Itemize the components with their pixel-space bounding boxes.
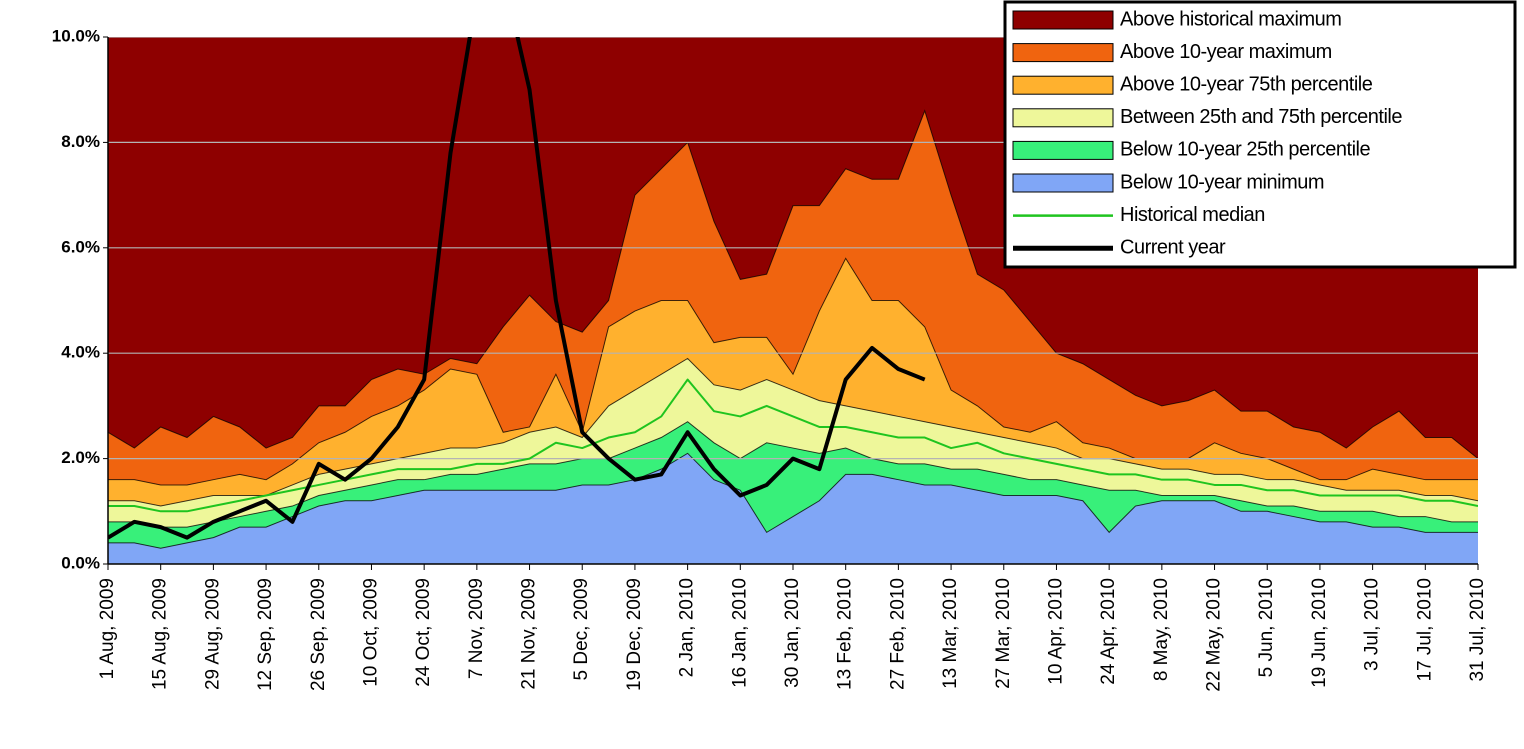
y-tick-label: 10.0% bbox=[52, 26, 100, 45]
legend: Above historical maximum Above 10-year ma… bbox=[1003, 0, 1517, 269]
band-edge bbox=[108, 357, 1478, 507]
legend-swatch bbox=[1012, 75, 1114, 95]
y-tick-label: 6.0% bbox=[61, 237, 100, 256]
band-edge bbox=[108, 257, 1478, 486]
area-band bbox=[108, 453, 1478, 564]
x-tick-label: 24 Apr, 2010 bbox=[1098, 578, 1119, 685]
x-tick-label: 5 Dec, 2009 bbox=[571, 578, 592, 680]
x-tick-label: 2 Jan, 2010 bbox=[677, 578, 698, 677]
x-tick-label: 19 Jun, 2010 bbox=[1309, 578, 1330, 688]
x-tick-label: 5 Jun, 2010 bbox=[1256, 578, 1277, 677]
x-tick-label: 13 Feb, 2010 bbox=[835, 578, 856, 690]
legend-label: Historical median bbox=[1120, 204, 1265, 226]
band-edge bbox=[108, 109, 1478, 459]
x-tick-label: 24 Oct, 2009 bbox=[413, 578, 434, 687]
series-line bbox=[108, 37, 926, 540]
x-tick-label: 16 Jan, 2010 bbox=[729, 578, 750, 688]
area-band bbox=[108, 421, 1478, 549]
x-tick-label: 21 Nov, 2009 bbox=[519, 578, 540, 690]
y-tick-label: 2.0% bbox=[61, 448, 100, 467]
x-tick-label: 22 May, 2010 bbox=[1204, 578, 1225, 692]
legend-swatch bbox=[1012, 108, 1114, 128]
x-tick-label: 8 May, 2010 bbox=[1151, 578, 1172, 681]
band-edge bbox=[108, 452, 1478, 549]
y-tick-label: 8.0% bbox=[61, 132, 100, 151]
x-tick-label: 27 Mar, 2010 bbox=[993, 578, 1014, 689]
band-edge bbox=[108, 421, 1478, 528]
legend-swatch bbox=[1012, 173, 1114, 193]
area-band bbox=[108, 358, 1478, 528]
legend-label: Current year bbox=[1120, 236, 1226, 258]
legend-label: Below 10-year minimum bbox=[1120, 171, 1324, 193]
x-tick-label: 7 Nov, 2009 bbox=[466, 578, 487, 679]
x-tick-label: 1 Aug, 2009 bbox=[97, 578, 118, 679]
legend-label: Above 10-year maximum bbox=[1120, 41, 1332, 63]
x-tick-label: 12 Sep, 2009 bbox=[255, 578, 276, 691]
x-tick-label: 26 Sep, 2009 bbox=[308, 578, 329, 691]
y-tick-label: 0.0% bbox=[61, 553, 100, 572]
y-tick-label: 4.0% bbox=[61, 343, 100, 362]
legend-label: Below 10-year 25th percentile bbox=[1120, 139, 1370, 161]
x-tick-label: 17 Jul, 2010 bbox=[1414, 578, 1435, 682]
x-tick-label: 31 Jul, 2010 bbox=[1467, 578, 1488, 682]
x-tick-label: 29 Aug, 2009 bbox=[202, 578, 223, 690]
series-line bbox=[108, 378, 1478, 513]
legend-label: Between 25th and 75th percentile bbox=[1120, 106, 1402, 128]
x-tick-label: 27 Feb, 2010 bbox=[887, 578, 908, 690]
area-band bbox=[108, 258, 1478, 507]
legend-swatch bbox=[1012, 43, 1114, 63]
legend-swatch bbox=[1012, 10, 1114, 30]
x-tick-label: 10 Apr, 2010 bbox=[1045, 578, 1066, 685]
x-tick-label: 19 Dec, 2009 bbox=[624, 578, 645, 691]
x-tick-label: 30 Jan, 2010 bbox=[782, 578, 803, 688]
x-tick-label: 15 Aug, 2009 bbox=[150, 578, 171, 690]
legend-swatch bbox=[1012, 140, 1114, 160]
legend-label: Above historical maximum bbox=[1120, 8, 1341, 30]
x-tick-label: 10 Oct, 2009 bbox=[360, 578, 381, 687]
legend-label: Above 10-year 75th percentile bbox=[1120, 73, 1373, 95]
axes: 0.0% 2.0% 4.0% 6.0% 8.0% 10.0% 1 Aug, 2009 15 A… bbox=[52, 26, 1488, 691]
x-tick-label: 13 Mar, 2010 bbox=[940, 578, 961, 689]
x-tick-label: 3 Jul, 2010 bbox=[1362, 578, 1383, 671]
area-band bbox=[108, 110, 1478, 485]
